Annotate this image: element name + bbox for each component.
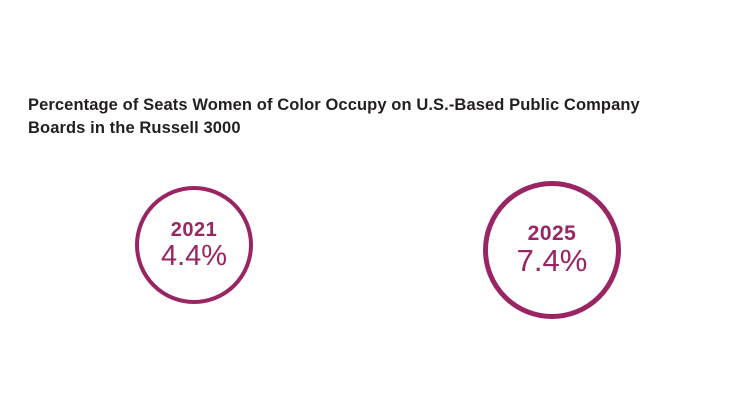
chart-title-line-2: Boards in the Russell 3000 [28, 119, 241, 137]
value-label-2025: 7.4% [516, 243, 588, 279]
year-label-2021: 2021 [170, 218, 218, 241]
chart-title-line-1: Percentage of Seats Women of Color Occup… [28, 96, 640, 114]
data-circle-2025: 2025 7.4% [483, 181, 621, 319]
value-label-2021: 4.4% [160, 239, 228, 272]
year-label-2025: 2025 [527, 222, 577, 246]
data-circle-2021: 2021 4.4% [135, 186, 253, 304]
chart-title: Percentage of Seats Women of Color Occup… [28, 94, 734, 140]
